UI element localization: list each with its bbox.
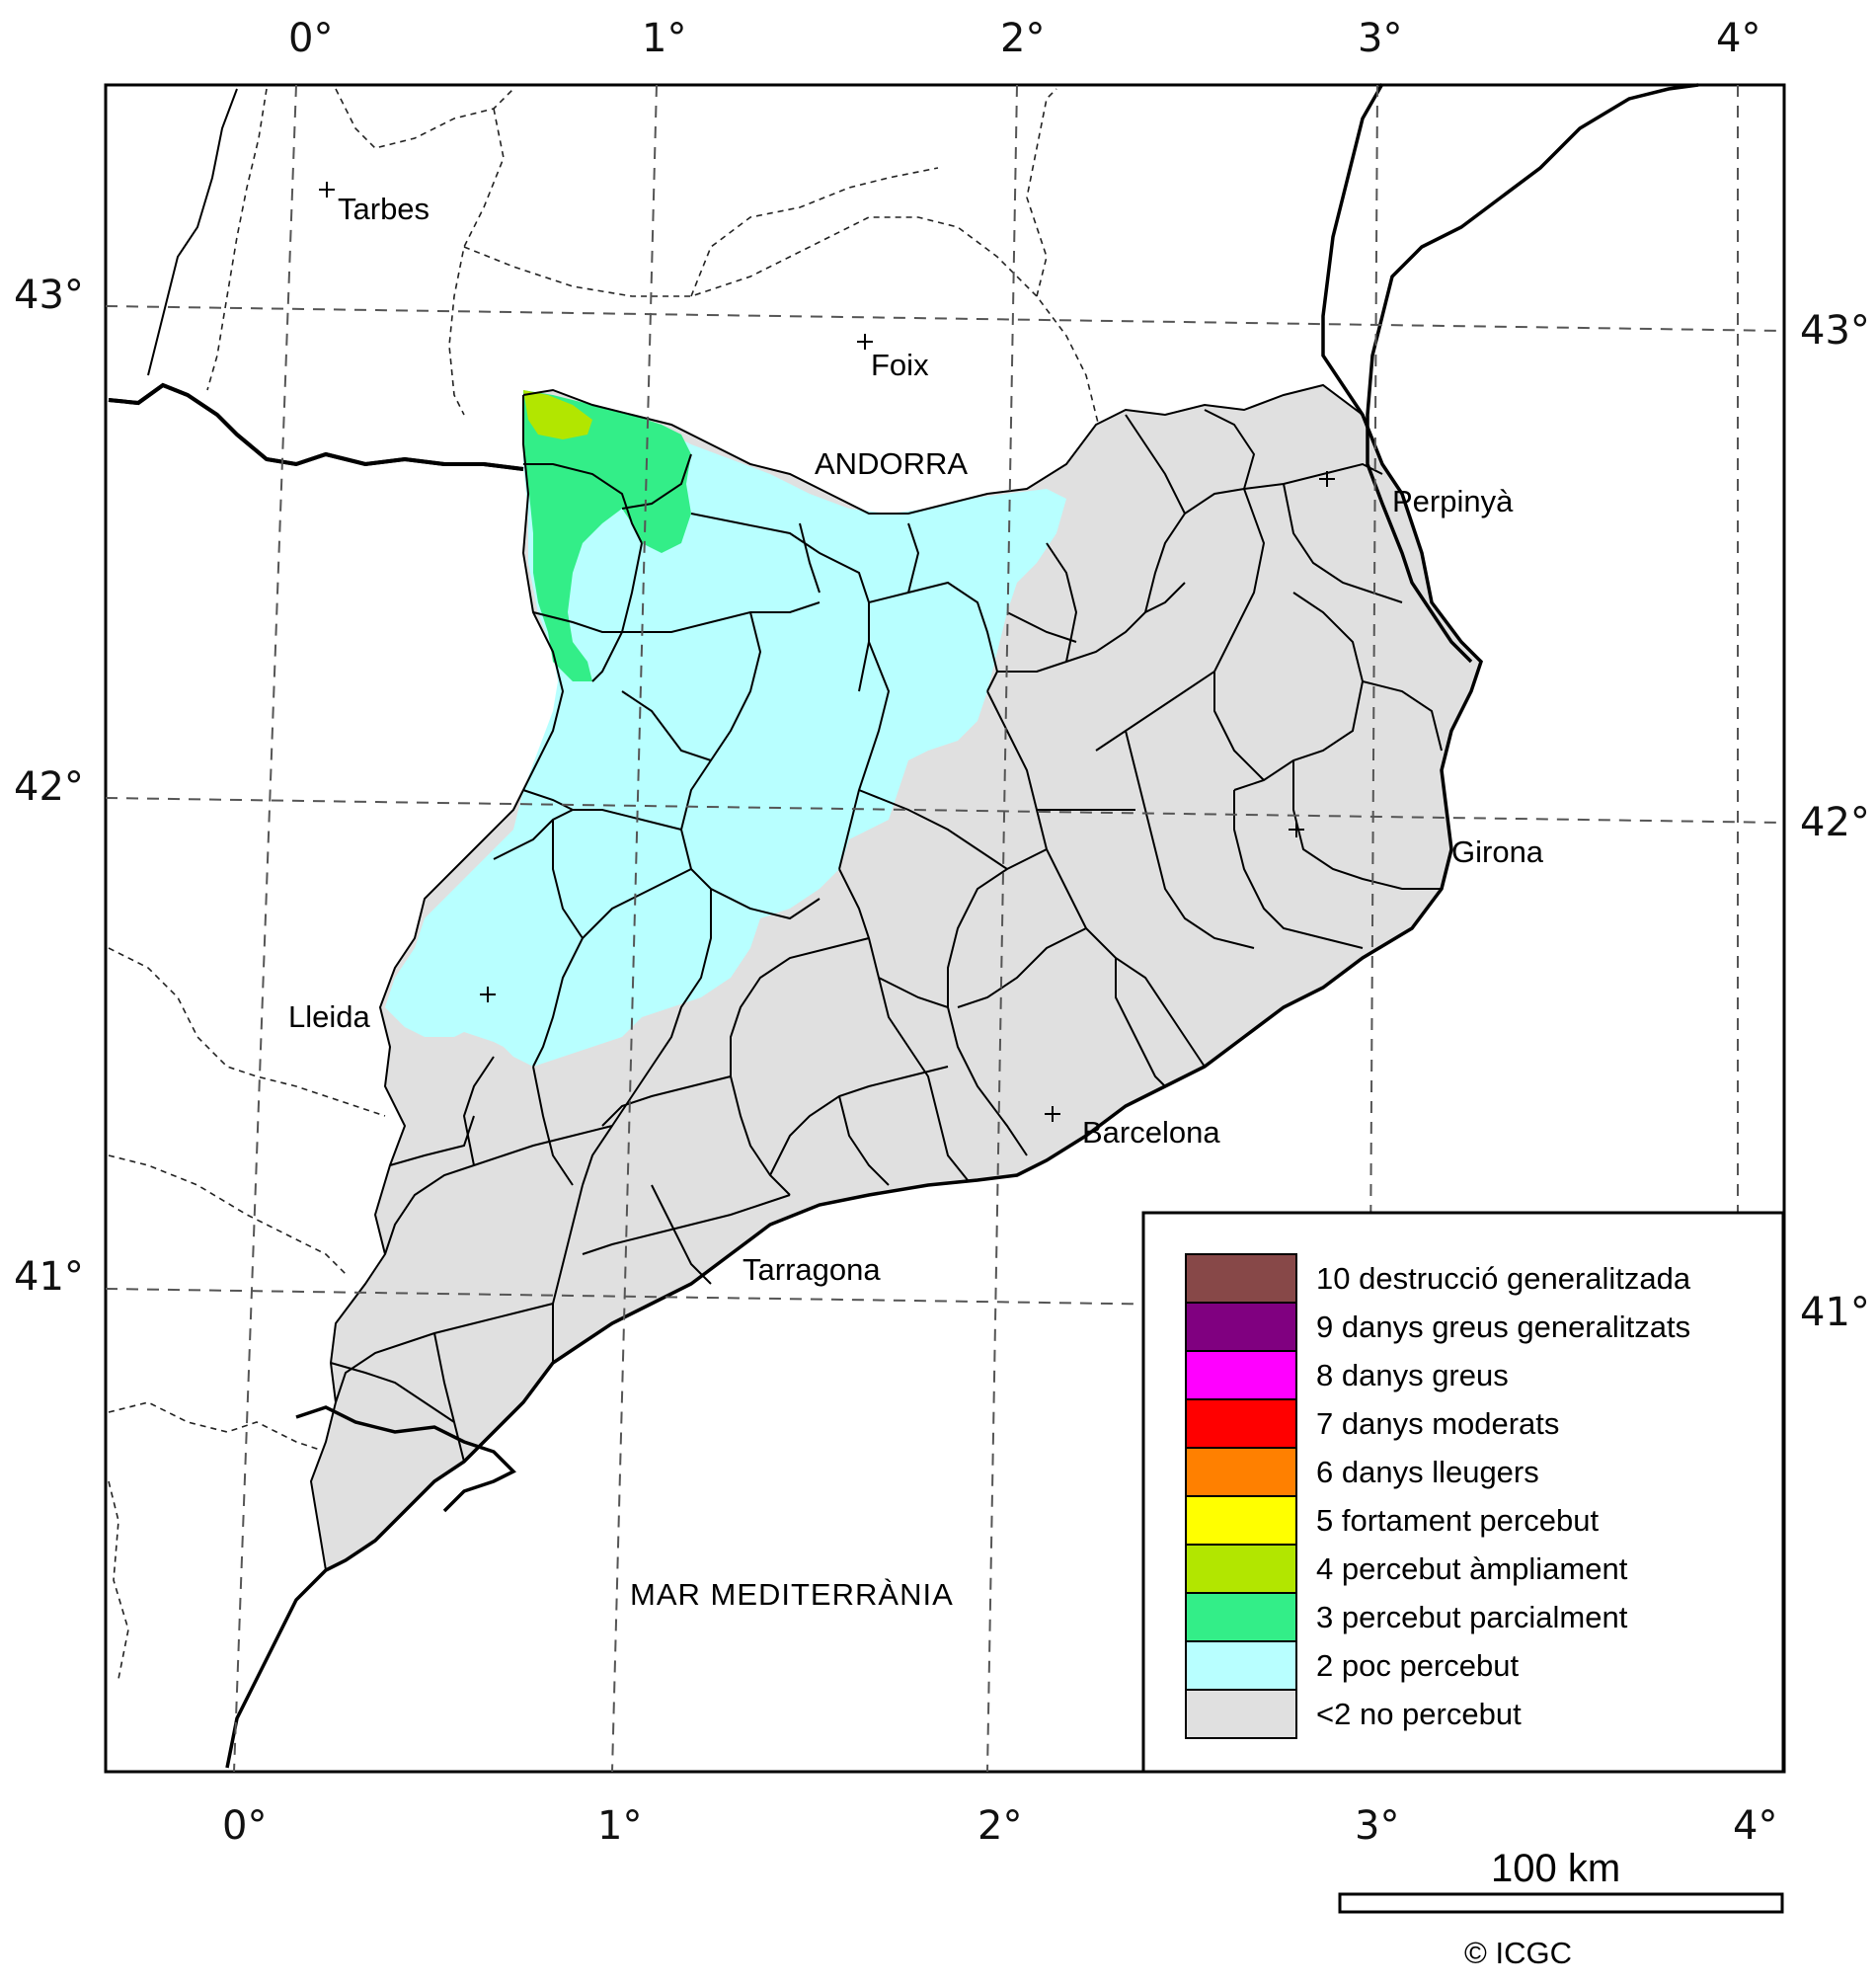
lon-label-bottom-1: 1° [597,1803,642,1849]
city-markers [319,182,1335,1122]
legend: 10 destrucció generalitzada 9 danys greus… [1141,1211,1785,1774]
lat-label-right-42: 42° [1800,800,1870,845]
lon-label-bottom-0: 0° [222,1803,267,1849]
legend-swatch-8 [1185,1640,1297,1691]
catalonia-west-border [309,395,565,1571]
intensity-3-zone [523,390,691,681]
lleida-marker [480,987,496,1002]
barcelona-marker [1045,1106,1060,1122]
legend-label-8: 2 poc percebut [1316,1648,1519,1683]
legend-label-7: 3 percebut parcialment [1316,1600,1628,1634]
place-barcelona: Barcelona [1082,1115,1220,1150]
place-andorra: ANDORRA [815,446,968,481]
intensity-4-zone [523,390,592,439]
legend-swatch-4 [1185,1447,1297,1497]
scale-bar-rect [1338,1892,1784,1914]
scale-bar: 100 km [1338,1847,1784,1914]
intensity-2-zone-west [385,948,533,1062]
place-foix: Foix [871,348,929,382]
lon-label-top-4: 4° [1716,16,1760,61]
lon-label-bottom-3: 3° [1355,1803,1399,1849]
legend-label-4: 6 danys lleugers [1316,1455,1539,1489]
girona-marker [1289,822,1304,837]
legend-swatch-7 [1185,1592,1297,1642]
axis-labels-left: 43° 42° 41° [14,273,84,1300]
scale-label: 100 km [1491,1847,1620,1890]
lon-label-top-0: 0° [288,16,333,61]
tarbes-marker [319,182,335,198]
legend-label-9: <2 no percebut [1316,1697,1522,1731]
foreign-boundaries [108,88,1107,1680]
lon-label-bottom-4: 4° [1733,1803,1777,1849]
place-lleida: Lleida [288,999,370,1034]
sea-label: MAR MEDITERRÀNIA [630,1577,954,1612]
legend-swatch-3 [1185,1398,1297,1449]
comarca-boundaries [330,409,1443,1463]
legend-swatch-6 [1185,1544,1297,1594]
lat-label-left-42: 42° [14,764,84,810]
axis-labels-top: 0° 1° 2° 3° 4° [288,16,1760,61]
legend-label-5: 5 fortament percebut [1316,1503,1599,1538]
legend-swatch-9 [1185,1689,1297,1739]
legend-label-3: 7 danys moderats [1316,1406,1559,1441]
lon-label-top-2: 2° [1000,16,1045,61]
lat-label-right-41: 41° [1800,1290,1870,1335]
legend-label-0: 10 destrucció generalitzada [1316,1261,1691,1296]
lon-label-top-3: 3° [1358,16,1402,61]
perpinya-marker [1319,471,1335,487]
foix-marker [857,334,873,350]
legend-label-6: 4 percebut àmpliament [1316,1551,1628,1586]
place-perpinya: Perpinyà [1392,484,1514,518]
axis-labels-bottom: 0° 1° 2° 3° 4° [222,1803,1777,1849]
legend-swatch-2 [1185,1350,1297,1400]
place-tarragona: Tarragona [743,1252,881,1287]
legend-swatch-1 [1185,1302,1297,1352]
perpinya-coast [1366,83,1699,664]
lat-label-left-41: 41° [14,1254,84,1300]
place-girona: Girona [1451,834,1544,869]
legend-label-1: 9 danys greus generalitzats [1316,1310,1690,1344]
lat-label-right-43: 43° [1800,308,1870,354]
lon-label-top-1: 1° [642,16,686,61]
place-tarbes: Tarbes [338,192,430,226]
axis-labels-right: 43° 42° 41° [1800,308,1870,1335]
copyright: © ICGC [1464,1936,1572,1970]
legend-swatch-0 [1185,1253,1297,1304]
legend-swatch-5 [1185,1495,1297,1546]
lat-label-left-43: 43° [14,273,84,318]
coastline [225,83,1484,1769]
delta-ebre [295,1405,516,1513]
legend-label-2: 8 danys greus [1316,1358,1509,1392]
lon-label-bottom-2: 2° [977,1803,1022,1849]
